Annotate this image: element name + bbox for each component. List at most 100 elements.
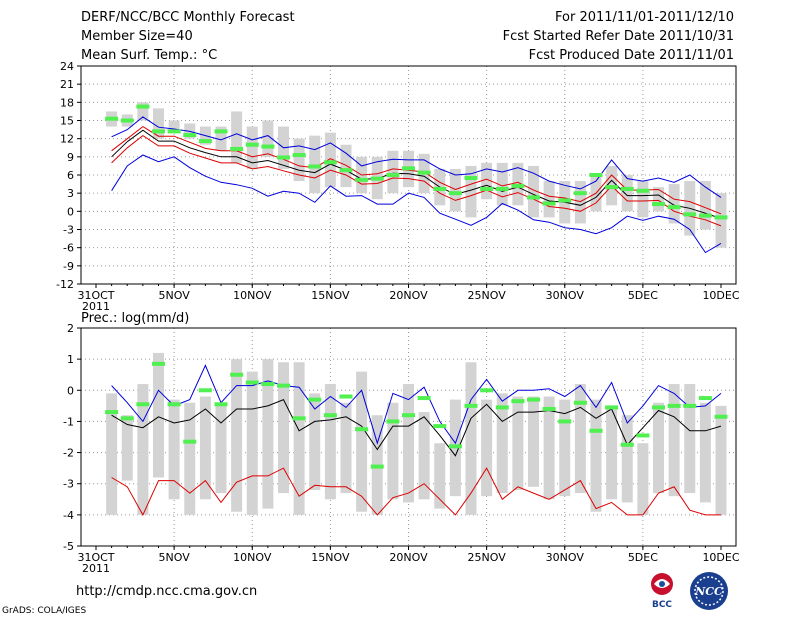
y-tick-label: 18 — [60, 96, 74, 109]
x-tick-label: 15NOV — [311, 551, 350, 564]
observed-marker — [230, 372, 244, 377]
bcc-logo-label: BCC — [652, 600, 672, 610]
ensemble-upper-line — [111, 364, 722, 445]
observed-marker — [636, 188, 650, 193]
observed-marker — [120, 118, 134, 123]
observed-marker — [417, 170, 431, 175]
ensemble-lower-mid-line — [111, 134, 722, 227]
x-tick-year-label: 2011 — [82, 562, 110, 575]
y-tick-label: -1 — [63, 415, 74, 428]
range-box — [309, 135, 321, 194]
observed-marker — [292, 416, 306, 421]
observed-marker — [120, 416, 134, 421]
range-box — [715, 405, 727, 515]
ensemble-mean-line — [111, 129, 722, 220]
observed-marker — [714, 414, 728, 419]
observed-marker — [464, 176, 478, 181]
observed-marker — [198, 139, 212, 144]
observed-marker — [698, 396, 712, 401]
range-box — [653, 402, 664, 494]
range-box — [121, 415, 133, 481]
observed-marker — [573, 191, 587, 196]
bcc-logo-icon: BCC — [651, 573, 673, 610]
range-box — [168, 399, 180, 500]
range-box — [168, 120, 180, 133]
range-box — [387, 150, 399, 194]
x-tick-label: 30NOV — [546, 289, 585, 302]
range-box — [418, 412, 430, 500]
y-tick-label: 0 — [67, 384, 74, 397]
x-tick-label: 10DEC — [702, 289, 739, 302]
ensemble-lower-line — [111, 467, 721, 517]
observed-marker — [464, 403, 478, 408]
observed-marker — [542, 406, 556, 411]
observed-marker — [323, 413, 337, 418]
observed-marker — [652, 405, 665, 410]
range-box — [106, 393, 118, 515]
observed-marker — [589, 428, 603, 433]
range-box — [403, 384, 414, 503]
observed-marker — [277, 383, 290, 388]
range-box — [699, 402, 711, 503]
y-tick-label: 1 — [67, 353, 74, 366]
range-box — [465, 362, 477, 515]
ensemble-mean-line — [111, 398, 722, 457]
range-box — [293, 362, 305, 515]
range-box — [621, 415, 633, 503]
temperature-frame — [80, 65, 737, 285]
y-tick-label: -12 — [56, 278, 74, 291]
range-box — [324, 132, 336, 188]
range-box — [278, 362, 289, 494]
observed-marker — [448, 191, 462, 196]
observed-marker — [198, 388, 212, 393]
range-box — [512, 396, 524, 490]
observed-marker — [558, 419, 572, 424]
observed-marker — [433, 424, 447, 429]
observed-marker — [339, 394, 353, 399]
observed-marker — [652, 202, 665, 207]
range-box — [653, 187, 664, 212]
observed-marker — [698, 213, 712, 218]
x-tick-label: 31OCT — [77, 289, 114, 302]
grads-credit: GrADS: COLA/IGES — [2, 606, 87, 616]
observed-marker — [402, 166, 415, 171]
y-tick-label: 24 — [60, 60, 74, 73]
range-box — [262, 359, 274, 509]
observed-marker — [105, 410, 119, 415]
range-box — [668, 384, 680, 497]
range-box — [699, 181, 711, 230]
range-box — [574, 181, 586, 224]
observed-marker — [448, 444, 462, 449]
observed-marker — [167, 129, 181, 134]
y-tick-label: 0 — [67, 205, 74, 218]
range-box — [231, 111, 243, 163]
observed-marker — [683, 212, 697, 217]
observed-marker — [620, 186, 634, 191]
ncc-logo-icon: NCC — [690, 572, 728, 610]
range-box — [293, 138, 305, 182]
footer-url[interactable]: http://cmdp.ncc.cma.gov.cn — [76, 584, 258, 599]
observed-marker — [214, 129, 228, 134]
range-box — [574, 384, 586, 494]
range-box — [528, 165, 539, 218]
observed-marker — [573, 400, 587, 405]
ncc-logo-label: NCC — [694, 585, 723, 598]
observed-marker — [339, 168, 353, 173]
range-box — [621, 175, 633, 212]
range-box — [387, 402, 399, 500]
observed-marker — [245, 142, 259, 147]
range-box — [559, 399, 571, 497]
observed-marker — [230, 146, 244, 151]
observed-marker — [605, 405, 619, 410]
observed-marker — [355, 427, 369, 432]
range-box — [668, 184, 680, 224]
variable-label: Mean Surf. Temp.: °C — [81, 48, 218, 63]
observed-marker — [402, 413, 415, 418]
y-tick-label: 15 — [60, 115, 74, 128]
observed-marker — [136, 402, 150, 407]
range-box — [496, 393, 508, 494]
ncc-logo-ring — [694, 576, 724, 606]
range-box — [340, 402, 352, 494]
